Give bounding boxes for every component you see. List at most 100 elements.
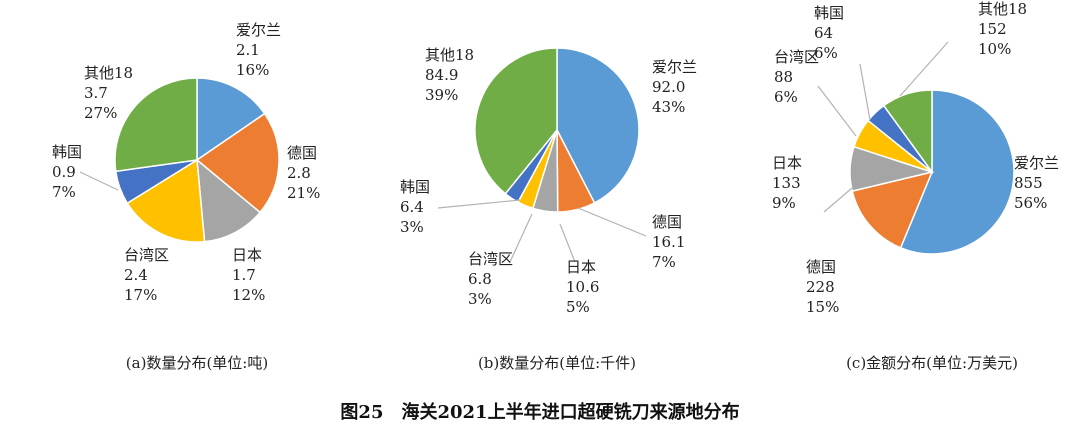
leader-line <box>817 85 857 137</box>
label-value: 228 <box>806 278 835 296</box>
label-name: 爱尔兰 <box>1014 154 1059 172</box>
pie-caption: (a)数量分布(单位:吨) <box>126 354 268 372</box>
label-percent: 17% <box>124 286 157 304</box>
slice-label: 日本 133 9% <box>772 154 802 212</box>
label-percent: 10% <box>978 40 1011 58</box>
label-percent: 6% <box>814 44 838 62</box>
pie-caption: (b)数量分布(单位:千件) <box>478 354 636 372</box>
figure-title: 图25 海关2021上半年进口超硬铣刀来源地分布 <box>340 401 739 423</box>
label-name: 德国 <box>806 258 836 276</box>
label-name: 台湾区 <box>774 48 819 66</box>
pie-slice-爱尔兰 <box>196 77 266 162</box>
slice-label: 韩国 6.4 3% <box>400 178 430 236</box>
slice-label: 日本 1.7 12% <box>232 246 265 304</box>
slice-label: 其他18 84.9 39% <box>425 46 474 104</box>
pie-chart-a: 爱尔兰 2.1 16% 德国 2.8 21% 日本 1.7 12% 台湾区 2.4 17% 韩国 0.9 7… <box>52 21 320 372</box>
pie-slice-其他18 <box>474 47 558 195</box>
leader-line <box>79 171 119 191</box>
pie-chart-b: 爱尔兰 92.0 43% 德国 16.1 7% 日本 10.6 5% 台湾区 6.8 3% 韩国 6.4 3… <box>400 46 697 372</box>
label-value: 84.9 <box>425 66 458 84</box>
label-percent: 9% <box>772 194 796 212</box>
label-percent: 7% <box>652 253 676 271</box>
slice-label: 德国 16.1 7% <box>652 213 685 271</box>
label-name: 其他18 <box>84 64 133 82</box>
slice-label: 爱尔兰 2.1 16% <box>236 21 281 79</box>
pie-slice-德国 <box>851 170 934 249</box>
slice-label: 日本 10.6 5% <box>566 258 599 316</box>
slice-label: 德国 228 15% <box>806 258 839 316</box>
label-value: 6.4 <box>400 198 424 216</box>
slice-label: 爱尔兰 92.0 43% <box>652 58 697 116</box>
label-value: 2.8 <box>287 164 311 182</box>
slice-label: 台湾区 88 6% <box>774 48 819 106</box>
label-percent: 3% <box>400 218 424 236</box>
slice-label: 其他18 152 10% <box>978 0 1027 58</box>
label-value: 1.7 <box>232 266 256 284</box>
leader-line <box>577 207 647 237</box>
label-name: 台湾区 <box>468 250 513 268</box>
pie-slice-日本 <box>196 158 262 243</box>
slice-label: 台湾区 2.4 17% <box>124 246 169 304</box>
label-value: 133 <box>772 174 801 192</box>
label-value: 10.6 <box>566 278 599 296</box>
label-value: 152 <box>978 20 1007 38</box>
label-value: 64 <box>814 24 833 42</box>
label-percent: 21% <box>287 184 320 202</box>
label-name: 台湾区 <box>124 246 169 264</box>
slice-label: 德国 2.8 21% <box>287 144 320 202</box>
label-value: 16.1 <box>652 233 685 251</box>
label-name: 韩国 <box>52 143 82 161</box>
pie-chart-c: 爱尔兰 855 56% 德国 228 15% 日本 133 9% 台湾区 88 6% 韩国 64 6% 其他1… <box>772 0 1059 372</box>
label-percent: 43% <box>652 98 685 116</box>
label-percent: 5% <box>566 298 590 316</box>
label-value: 855 <box>1014 174 1043 192</box>
label-value: 3.7 <box>84 84 108 102</box>
pie-slice-其他18 <box>882 89 933 175</box>
slice-label: 其他18 3.7 27% <box>84 64 133 122</box>
label-percent: 12% <box>232 286 265 304</box>
pie-slice-爱尔兰 <box>899 89 1015 255</box>
label-name: 其他18 <box>425 46 474 64</box>
slice-label: 韩国 0.9 7% <box>52 143 82 201</box>
pie-slice-其他18 <box>114 77 198 173</box>
label-percent: 7% <box>52 183 76 201</box>
label-value: 92.0 <box>652 78 685 96</box>
label-name: 德国 <box>287 144 317 162</box>
label-name: 日本 <box>232 246 262 264</box>
leader-line <box>899 41 949 97</box>
label-value: 6.8 <box>468 270 492 288</box>
label-name: 德国 <box>652 213 682 231</box>
label-percent: 3% <box>468 290 492 308</box>
label-name: 爱尔兰 <box>236 21 281 39</box>
label-value: 88 <box>774 68 793 86</box>
label-value: 2.1 <box>236 41 260 59</box>
label-value: 2.4 <box>124 266 148 284</box>
label-name: 爱尔兰 <box>652 58 697 76</box>
label-percent: 16% <box>236 61 269 79</box>
leader-line <box>823 187 853 213</box>
label-percent: 27% <box>84 104 117 122</box>
pie-slice-德国 <box>195 112 280 214</box>
slice-label: 韩国 64 6% <box>814 4 844 62</box>
label-name: 韩国 <box>400 178 430 196</box>
label-name: 日本 <box>566 258 596 276</box>
pie-slice-爱尔兰 <box>556 47 640 204</box>
label-percent: 15% <box>806 298 839 316</box>
slice-label: 爱尔兰 855 56% <box>1014 154 1059 212</box>
label-percent: 39% <box>425 86 458 104</box>
leader-line <box>859 63 871 121</box>
label-percent: 56% <box>1014 194 1047 212</box>
label-name: 韩国 <box>814 4 844 22</box>
label-value: 0.9 <box>52 163 76 181</box>
pie-caption: (c)金额分布(单位:万美元) <box>846 354 1018 372</box>
slice-label: 台湾区 6.8 3% <box>468 250 513 308</box>
label-name: 日本 <box>772 154 802 172</box>
label-percent: 6% <box>774 88 798 106</box>
label-name: 其他18 <box>978 0 1027 18</box>
leader-line <box>509 213 533 263</box>
pie-slice-台湾区 <box>126 158 206 243</box>
leader-line <box>437 199 521 209</box>
leader-line <box>559 223 576 263</box>
